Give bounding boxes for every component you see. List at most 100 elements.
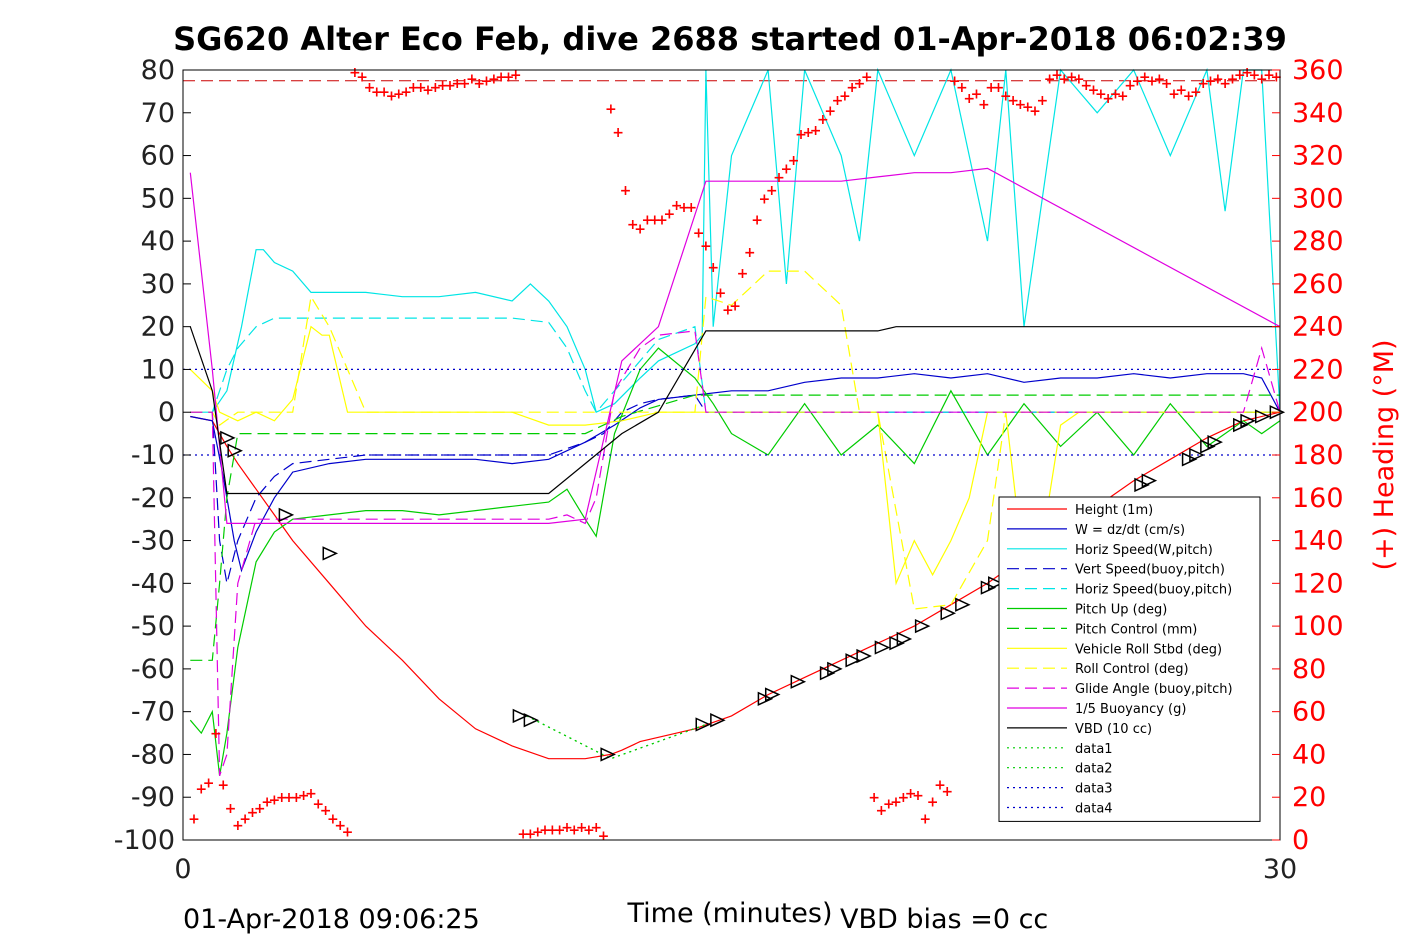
triangle-marker [874,640,891,655]
y-tick-label: 0 [158,397,175,428]
heading-point: + [334,818,346,834]
heading-point: + [715,285,727,301]
heading-point: + [415,80,427,96]
y2-tick-label: 60 [1292,697,1326,728]
heading-point: + [1051,67,1063,83]
y2-tick-label: 320 [1292,141,1344,172]
y2-tick-label: 260 [1292,269,1344,300]
series-pitch-control-mm [190,394,1280,661]
legend-label: Pitch Control (mm) [1075,622,1197,637]
heading-point: + [327,812,339,828]
heading-point: + [956,80,968,96]
heading-point: + [283,790,295,806]
triangle-marker [695,717,712,732]
y-tick-label: 80 [141,55,175,86]
triangle-marker [1134,477,1150,493]
heading-point: + [751,213,763,229]
heading-point: + [824,104,836,120]
triangle-marker [845,653,861,668]
heading-point: + [642,213,654,229]
heading-point: + [1124,78,1136,94]
triangle-marker [896,631,913,647]
heading-point: + [305,786,317,802]
heading-point: + [846,80,858,96]
legend-box [998,496,1261,822]
heading-point: + [1029,104,1041,120]
y-tick-label: 50 [141,183,175,214]
heading-point: + [759,191,771,207]
y2-tick-label: 280 [1292,226,1344,257]
heading-point: + [378,84,390,100]
y2-tick-label: 200 [1292,397,1344,428]
heading-point: + [1168,87,1180,103]
heading-point: + [671,198,683,214]
heading-point: + [598,829,610,845]
heading-point: + [1015,97,1027,113]
heading-point: + [868,790,880,806]
heading-point: + [225,801,237,817]
heading-point: + [444,78,456,94]
triangle-marker [988,576,1004,591]
heading-point: + [1146,74,1158,90]
heading-point: + [488,72,500,88]
y2-tick-label: 240 [1292,312,1344,343]
heading-point: + [941,784,953,800]
heading-point: + [890,795,902,811]
heading-point: + [429,80,441,96]
y2-tick-label: 20 [1292,782,1326,813]
heading-point: + [203,775,215,791]
heading-point: + [773,170,785,186]
heading-point: + [802,125,814,141]
heading-point: + [897,790,909,806]
heading-point: + [700,238,712,254]
heading-point: + [1022,99,1034,115]
triangle-marker [790,674,807,689]
heading-point: + [254,801,266,817]
triangle-marker [827,661,843,677]
heading-point: + [605,102,617,118]
heading-point: + [1270,69,1282,85]
triangle-marker [1141,473,1158,488]
heading-point: + [1110,87,1122,103]
heading-point: + [876,803,888,819]
series-1-5-buoyancy-g [189,167,1281,525]
heading-point: + [1263,67,1275,83]
heading-point: + [1000,89,1012,105]
y2-tick-label: 160 [1292,483,1344,514]
heading-point: + [290,790,302,806]
triangle-marker [764,687,781,702]
heading-point: + [195,782,207,798]
heading-point: + [561,820,573,836]
heading-point: + [554,822,566,838]
y-tick-label: -90 [131,782,175,813]
series-horiz-speed-buoy-pitch [190,317,1280,414]
y2-tick-label: 220 [1292,354,1344,385]
triangle-marker [710,713,726,728]
heading-point: + [839,89,851,105]
legend: Height (1m) W = dz/dt (cm/s) Horiz Speed(W… [998,496,1261,822]
triangle-marker [512,708,529,724]
y2-tick-label: 80 [1292,654,1326,685]
heading-point: + [985,80,997,96]
heading-point: + [517,827,529,843]
heading-point: + [1117,89,1129,105]
x-tick-label: 0 [174,854,191,885]
heading-point: + [546,822,558,838]
heading-point: + [239,812,251,828]
y2-tick-label: 300 [1292,183,1344,214]
series-vbd-10-cc [189,326,1280,495]
heading-point: + [810,123,822,139]
heading-point: + [1205,74,1217,90]
triangle-marker [914,618,931,634]
legend-label: data3 [1075,782,1113,797]
triangle-marker [1269,405,1286,420]
y-tick-label: 30 [141,269,175,300]
heading-point: + [1095,87,1107,103]
heading-point: + [525,827,537,843]
triangle-marker [819,665,836,681]
heading-point: + [817,112,829,128]
heading-point: + [188,812,200,828]
heading-point: + [393,87,405,103]
heading-point: + [1007,93,1019,109]
heading-point: + [583,822,595,838]
